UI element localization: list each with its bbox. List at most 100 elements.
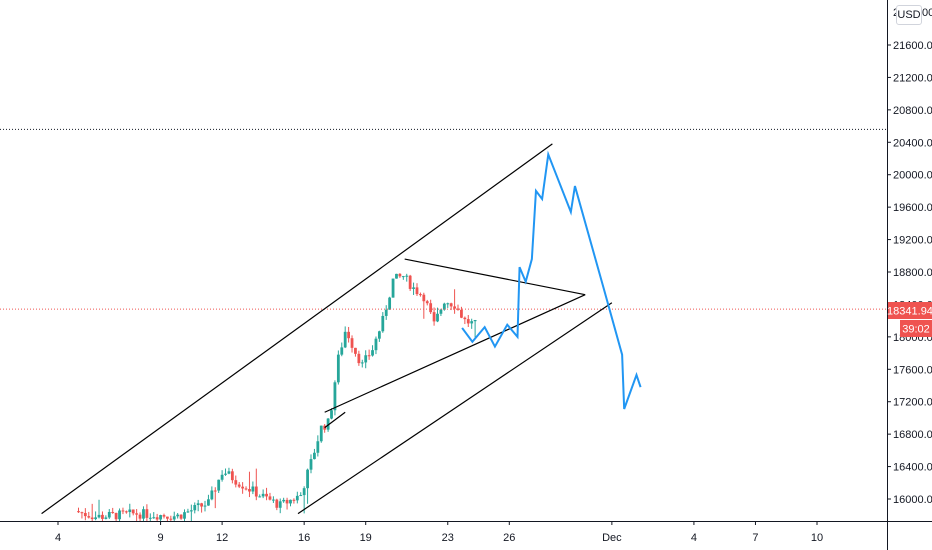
- candle-body: [196, 503, 200, 506]
- y-tick-label: 20400.00: [893, 137, 932, 149]
- candle-body: [367, 355, 371, 357]
- candle-body: [234, 480, 238, 485]
- candle-body: [466, 319, 470, 324]
- candle-body: [169, 518, 173, 520]
- candle-body: [398, 273, 402, 277]
- candle-body: [364, 355, 368, 363]
- candle-body: [429, 303, 433, 313]
- candle-body: [295, 495, 299, 501]
- candle-body: [415, 287, 419, 295]
- channel-line-upper: [41, 143, 553, 515]
- candle-body: [94, 517, 98, 520]
- trendlines: [41, 143, 613, 515]
- x-tick-label: 9: [158, 532, 164, 544]
- candle-body: [87, 516, 91, 518]
- candle-body: [183, 512, 186, 519]
- candle-body: [152, 517, 156, 519]
- candle-body: [432, 312, 436, 322]
- candle-body: [224, 473, 227, 475]
- x-tick-label: 10: [811, 532, 823, 544]
- candle-body: [449, 303, 453, 307]
- candle-body: [381, 315, 385, 332]
- candle-body: [316, 441, 320, 453]
- candle-body: [302, 488, 306, 496]
- x-tick-label: Dec: [602, 532, 622, 544]
- y-tick-label: 16000.00: [893, 494, 932, 506]
- candle-body: [313, 452, 316, 460]
- candle-body: [107, 511, 111, 518]
- candle-body: [347, 331, 351, 339]
- candle-body: [336, 354, 340, 383]
- candle-body: [388, 297, 392, 310]
- x-tick-label: 12: [216, 532, 228, 544]
- candle-body: [333, 382, 337, 411]
- channel-line-lower: [297, 302, 613, 515]
- candle-body: [248, 489, 251, 492]
- candle-body: [350, 338, 354, 348]
- candle-body: [292, 499, 296, 501]
- currency-button[interactable]: USD: [896, 5, 922, 25]
- candle-body: [271, 499, 275, 501]
- y-tick-label: 19600.00: [893, 202, 932, 214]
- candle-body: [155, 517, 159, 520]
- horizontal-levels: [0, 128, 887, 310]
- candle-body: [200, 503, 203, 507]
- triangle-line-lower: [324, 294, 586, 413]
- y-tick-label: 21200.00: [893, 72, 932, 84]
- candle-body: [306, 469, 309, 489]
- candle-body: [118, 510, 121, 520]
- candle-body: [166, 516, 169, 519]
- candle-body: [460, 309, 463, 318]
- y-tick-label: 21600.00: [893, 40, 932, 52]
- candle-body: [470, 321, 474, 324]
- price-tag-label: 18341.94: [887, 306, 932, 318]
- candle-body: [268, 496, 272, 500]
- candle-body: [186, 511, 190, 513]
- candle-body: [340, 347, 344, 355]
- candle-body: [80, 512, 84, 514]
- price-tag-bg: [888, 302, 932, 319]
- x-tick-label: 26: [503, 532, 515, 544]
- triangle-line-base: [324, 411, 346, 429]
- y-tick-label: 19200.00: [893, 235, 932, 247]
- candle-body: [210, 490, 214, 500]
- candle-body: [244, 488, 248, 490]
- candle-body: [391, 278, 395, 298]
- y-tick-label: 17600.00: [893, 364, 932, 376]
- candle-body: [473, 319, 477, 322]
- candle-body: [319, 425, 323, 442]
- x-tick-label: 4: [55, 532, 61, 544]
- candle-body: [142, 509, 145, 519]
- candle-body: [265, 493, 268, 497]
- candle-body: [299, 495, 303, 497]
- candle-body: [172, 516, 176, 520]
- candle-body: [138, 514, 142, 519]
- y-tick-label: 20000.00: [893, 170, 932, 182]
- time-axis-bg: [0, 521, 932, 550]
- candle-body: [419, 294, 422, 296]
- candle-body: [189, 510, 193, 512]
- candle-body: [176, 514, 180, 517]
- candle-body: [121, 510, 125, 512]
- candle-body: [343, 331, 347, 348]
- candle-body: [278, 501, 282, 508]
- candle-body: [422, 294, 426, 302]
- candle-body: [412, 287, 415, 289]
- y-tick-label: 16400.00: [893, 462, 932, 474]
- candle-body: [456, 308, 460, 310]
- candle-body: [217, 479, 221, 491]
- candle-body: [371, 350, 374, 356]
- candle-body: [463, 317, 467, 320]
- candle-body: [203, 505, 207, 507]
- candle-body: [77, 511, 80, 513]
- candle-body: [446, 303, 450, 305]
- candle-body: [442, 303, 446, 310]
- candle-body: [145, 509, 149, 518]
- candle-body: [425, 301, 429, 304]
- candle-body: [377, 331, 381, 339]
- candle-body: [401, 276, 405, 278]
- candle-body: [289, 499, 292, 504]
